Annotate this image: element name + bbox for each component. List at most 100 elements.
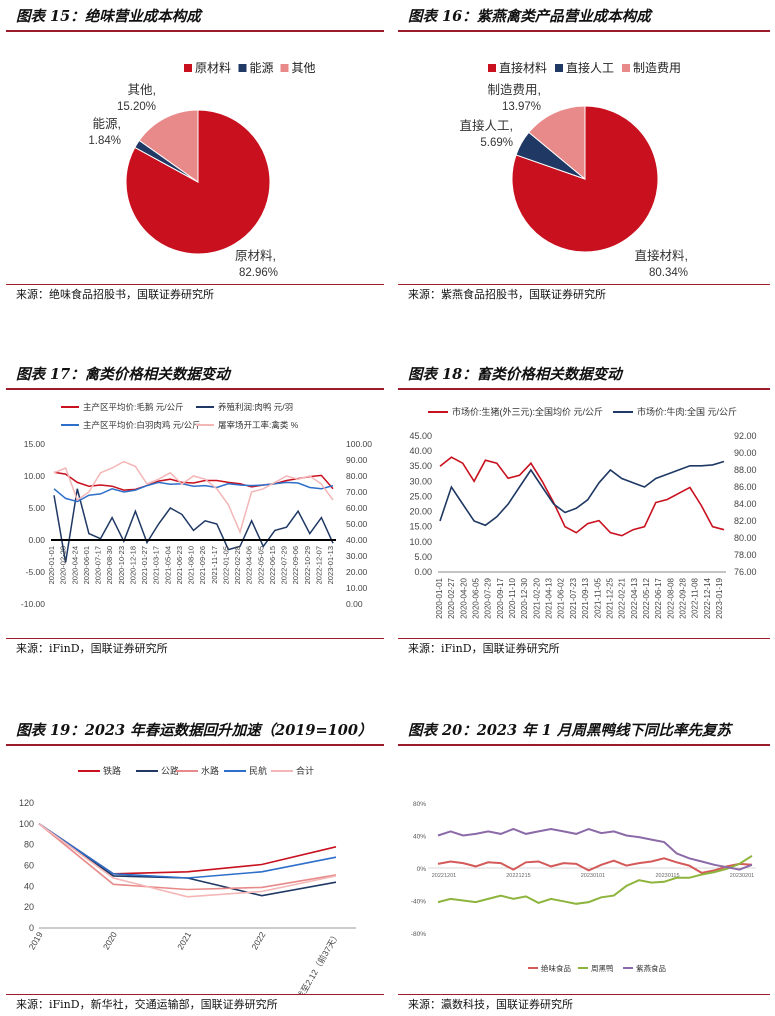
x-tick: 20230115 [655,873,679,879]
y-tick-right: 0.00 [346,599,363,609]
series-line [38,823,337,898]
panel-title: 图表 16：紫燕禽类产品营业成本构成 [398,4,770,32]
x-tick: 2022-02-28 [233,546,242,584]
panel-title: 图表 15：绝味营业成本构成 [6,4,384,32]
x-tick: 2020-12-18 [128,546,137,584]
legend-swatch [622,64,630,72]
x-tick: 2021-06-23 [175,546,184,584]
x-tick: 20230101 [581,873,605,879]
y-tick-right: 80.00 [346,471,368,481]
y-tick-right: 20.00 [346,567,368,577]
y-tick-left: 15.00 [24,439,46,449]
y-tick-left: -10.00 [21,599,45,609]
y-tick-right: 60.00 [346,503,368,513]
y-tick: 80 [24,840,34,850]
x-tick: 2020-08-30 [105,546,114,584]
y-tick-right: 100.00 [346,439,372,449]
legend-label: 铁路 [103,765,121,776]
panel-title: 图表 20：2023 年 1 月周黑鸭线下同比率先复苏 [398,718,770,746]
y-tick-right: 30.00 [346,551,368,561]
y-tick-left: 5.00 [28,503,45,513]
x-tick: 2020-01-01 [435,577,444,618]
panel-source: 来源：iFinD，新华社，交通运输部，国联证券研究所 [6,994,384,1015]
series-line [53,488,334,563]
panel-title: 图表 19：2023 年春运数据回升加速（2019=100） [6,718,384,746]
legend-swatch [184,64,192,72]
slice-label: 直接材料, [635,248,688,263]
x-tick: 2021-09-13 [581,577,590,618]
slice-value: 80.34% [649,267,688,279]
legend-label: 市场价:牛肉:全国 元/公斤 [637,406,737,417]
panel-source: 来源：iFinD，国联证券研究所 [6,638,384,659]
slice-value: 5.69% [480,137,513,149]
panel-title: 图表 17：禽类价格相关数据变动 [6,362,384,390]
series-line [53,481,334,503]
y-tick-right: 90.00 [346,455,368,465]
x-tick: 2020-12-30 [520,577,529,618]
x-tick: 2021-11-17 [210,546,219,584]
x-tick: 2022 [249,930,267,952]
y-tick: 60 [24,861,34,871]
x-tick: 2022-12-14 [703,577,712,618]
series-line [439,460,725,527]
y-tick-right: 80.00 [734,533,757,543]
x-tick: 2021-08-10 [187,546,196,584]
panel-source: 来源：瀛数科技，国联证券研究所 [398,994,770,1015]
slice-label: 直接人工, [460,118,513,133]
panel-15: 图表 15：绝味营业成本构成 原材料 能源 其他 原材料, 82.96% 能源, 1.84%… [6,4,384,306]
panel-16: 图表 16：紫燕禽类产品营业成本构成 直接材料 直接人工 制造费用 直接材料, 80.3… [398,4,770,306]
x-tick: 2020 [101,930,119,952]
x-tick: 2020-06-05 [472,577,481,618]
x-tick: 2020-10-23 [117,546,126,584]
x-tick: 2020-02-27 [447,577,456,618]
legend-label: 主产区平均价:毛鹅 元/公斤 [83,402,184,412]
legend-label: 屠宰场开工率:禽类 % [218,420,299,430]
panel-source: 来源：iFinD，国联证券研究所 [398,638,770,659]
x-tick: 2021-11-05 [593,577,602,618]
y-tick-left: 25.00 [409,491,432,501]
y-tick-left: 35.00 [409,461,432,471]
y-tick-right: 82.00 [734,516,757,526]
y-tick: 80% [413,801,426,808]
x-tick: 2021-04-13 [545,577,554,618]
legend-label: 公路 [161,765,179,776]
legend-swatch [280,64,289,72]
x-tick: 2023-01-13 [326,546,335,584]
y-tick-left: 15.00 [409,522,432,532]
legend-label: 市场价:生猪(外三元):全国均价 元/公斤 [452,406,603,417]
series-line [437,857,753,874]
x-tick: 2022-12-07 [314,546,323,584]
legend-label: 紫燕食品 [636,963,666,973]
x-tick: 2021-01-27 [140,546,149,584]
panel-source: 来源：紫燕食品招股书，国联证券研究所 [398,284,770,305]
x-tick: 2021 [175,930,193,952]
x-tick: 2021-07-23 [569,577,578,618]
series-line [437,827,753,871]
pie-slice [125,109,271,255]
x-tick: 2022-08-08 [666,577,675,618]
x-tick: 2021-06-02 [557,577,566,618]
series-line [38,823,337,879]
y-tick: 0 [29,923,34,933]
series-line [53,471,334,491]
y-tick: 20 [24,902,34,912]
x-tick: 2020-07-29 [484,577,493,618]
y-tick-left: -5.00 [26,567,46,577]
y-tick: 120 [19,798,34,808]
x-tick: 2021-02-20 [532,577,541,618]
x-tick: 2022-09-28 [678,577,687,618]
y-tick-left: 10.00 [409,537,432,547]
y-tick-left: 0.00 [414,567,432,577]
legend-label: 直接材料 [499,60,547,75]
y-tick-left: 40.00 [409,446,432,456]
y-tick-left: 20.00 [409,507,432,517]
legend-label: 其他 [292,61,316,75]
x-tick: 2020-01-01 [47,546,56,584]
x-tick: 20221215 [506,873,530,879]
x-tick: 2021-03-17 [152,546,161,584]
legend-label: 直接人工 [566,60,614,75]
y-tick-right: 84.00 [734,499,757,509]
